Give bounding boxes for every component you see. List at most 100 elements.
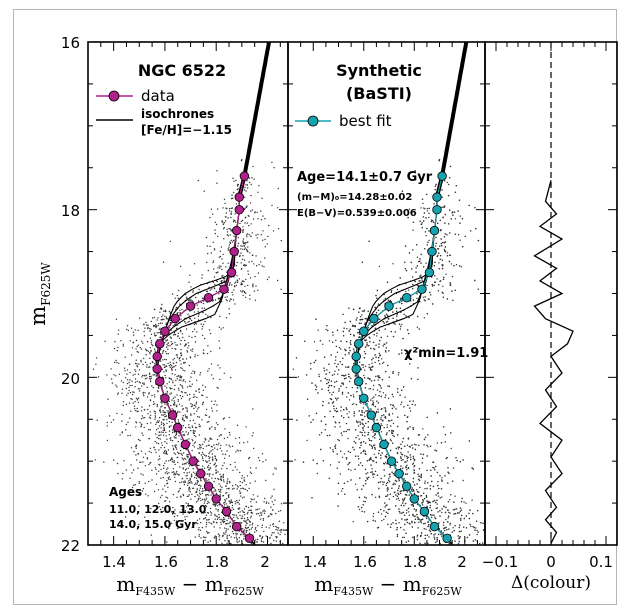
- star-point: [154, 350, 156, 352]
- star-point: [189, 299, 191, 301]
- star-point: [444, 222, 446, 224]
- star-point: [332, 416, 335, 418]
- star-point: [223, 417, 225, 419]
- star-point: [418, 479, 421, 482]
- star-point: [368, 240, 370, 242]
- star-point: [236, 540, 238, 542]
- star-point: [200, 485, 202, 487]
- star-point: [151, 469, 153, 471]
- star-point: [337, 438, 339, 441]
- star-point: [165, 317, 168, 320]
- star-point: [469, 523, 471, 526]
- star-point: [183, 510, 185, 512]
- star-point: [216, 448, 219, 451]
- star-point: [238, 437, 241, 439]
- star-point: [398, 323, 401, 325]
- star-point: [266, 243, 268, 245]
- star-point: [214, 299, 217, 301]
- star-point: [392, 434, 394, 437]
- star-point: [224, 499, 226, 501]
- star-point: [158, 502, 160, 505]
- star-point: [239, 490, 241, 492]
- star-point: [215, 490, 217, 492]
- star-point: [198, 527, 200, 529]
- star-point: [169, 240, 171, 242]
- star-point: [187, 511, 189, 513]
- star-point: [174, 297, 176, 299]
- star-point: [189, 427, 191, 429]
- star-point: [385, 482, 388, 485]
- star-point: [182, 380, 184, 382]
- star-point: [240, 284, 242, 286]
- star-point: [226, 436, 229, 439]
- star-point: [246, 249, 248, 252]
- star-point: [313, 341, 316, 343]
- star-point: [248, 261, 250, 263]
- star-point: [218, 340, 220, 342]
- star-point: [234, 466, 236, 468]
- star-point: [108, 415, 111, 417]
- star-point: [249, 524, 251, 526]
- star-point: [275, 468, 277, 470]
- star-point: [201, 274, 203, 276]
- star-point: [138, 482, 140, 484]
- star-point: [229, 241, 231, 243]
- star-point: [426, 455, 428, 457]
- star-point: [364, 501, 366, 503]
- star-point: [223, 279, 225, 281]
- star-point: [346, 396, 348, 398]
- star-point: [394, 483, 396, 485]
- star-point: [183, 433, 185, 436]
- star-point: [205, 261, 208, 263]
- star-point: [373, 434, 375, 437]
- star-point: [260, 514, 263, 516]
- star-point: [424, 296, 426, 298]
- star-point: [221, 220, 223, 222]
- star-point: [219, 473, 221, 475]
- star-point: [235, 203, 238, 205]
- star-point: [340, 415, 343, 417]
- star-point: [355, 403, 358, 406]
- star-point: [191, 372, 193, 374]
- star-point: [151, 385, 153, 387]
- star-point: [458, 199, 461, 201]
- star-point: [216, 410, 218, 412]
- star-point: [436, 442, 438, 444]
- star-point: [228, 227, 230, 230]
- star-point: [172, 382, 174, 384]
- star-point: [184, 518, 186, 521]
- star-point: [348, 399, 351, 401]
- star-point: [240, 282, 242, 284]
- star-point: [170, 425, 172, 427]
- star-point: [207, 532, 209, 534]
- star-point: [325, 373, 327, 375]
- star-point: [201, 419, 203, 421]
- star-point: [194, 335, 196, 338]
- star-point: [228, 284, 230, 287]
- star-point: [459, 239, 461, 241]
- star-point: [221, 518, 223, 521]
- star-point: [143, 409, 146, 411]
- star-point: [353, 411, 355, 413]
- star-point: [223, 481, 225, 483]
- star-point: [133, 391, 135, 393]
- star-point: [143, 383, 145, 386]
- star-point: [240, 495, 242, 497]
- star-point: [178, 403, 181, 405]
- star-point: [210, 252, 212, 254]
- star-point: [146, 377, 148, 379]
- star-point: [233, 180, 235, 182]
- star-point: [153, 348, 156, 350]
- star-point: [177, 399, 179, 401]
- star-point: [458, 538, 460, 540]
- star-point: [159, 508, 162, 511]
- star-point: [251, 512, 254, 514]
- star-point: [459, 215, 461, 217]
- star-point: [194, 430, 196, 432]
- star-point: [165, 346, 168, 348]
- star-point: [175, 327, 178, 330]
- star-point: [195, 403, 197, 405]
- star-point: [226, 498, 228, 500]
- star-point: [133, 451, 135, 453]
- star-point: [185, 328, 188, 330]
